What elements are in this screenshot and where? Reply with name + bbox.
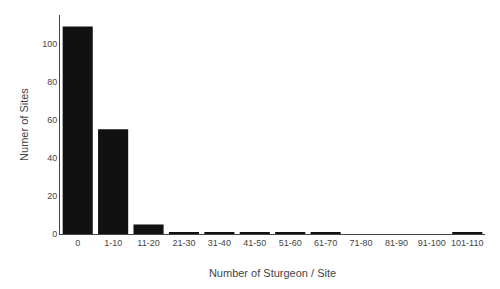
svg-text:71-80: 71-80	[350, 238, 373, 248]
svg-text:11-20: 11-20	[137, 238, 159, 248]
svg-text:81-90: 81-90	[385, 238, 408, 248]
svg-text:0: 0	[52, 229, 57, 239]
svg-text:1-10: 1-10	[104, 238, 122, 248]
svg-text:101-110: 101-110	[451, 238, 483, 248]
svg-text:100: 100	[42, 39, 57, 49]
svg-text:31-40: 31-40	[208, 238, 231, 248]
svg-text:80: 80	[47, 77, 57, 87]
svg-text:41-50: 41-50	[243, 238, 266, 248]
svg-text:91-100: 91-100	[418, 238, 446, 248]
svg-text:60: 60	[47, 115, 57, 125]
svg-text:61-70: 61-70	[314, 238, 337, 248]
svg-text:Numer of Sites: Numer of Sites	[18, 88, 30, 161]
svg-text:Number of Sturgeon / Site: Number of Sturgeon / Site	[209, 267, 336, 279]
svg-text:21-30: 21-30	[172, 238, 195, 248]
svg-text:51-60: 51-60	[279, 238, 302, 248]
svg-text:0: 0	[75, 238, 80, 248]
svg-text:40: 40	[47, 153, 57, 163]
svg-text:20: 20	[47, 191, 57, 201]
